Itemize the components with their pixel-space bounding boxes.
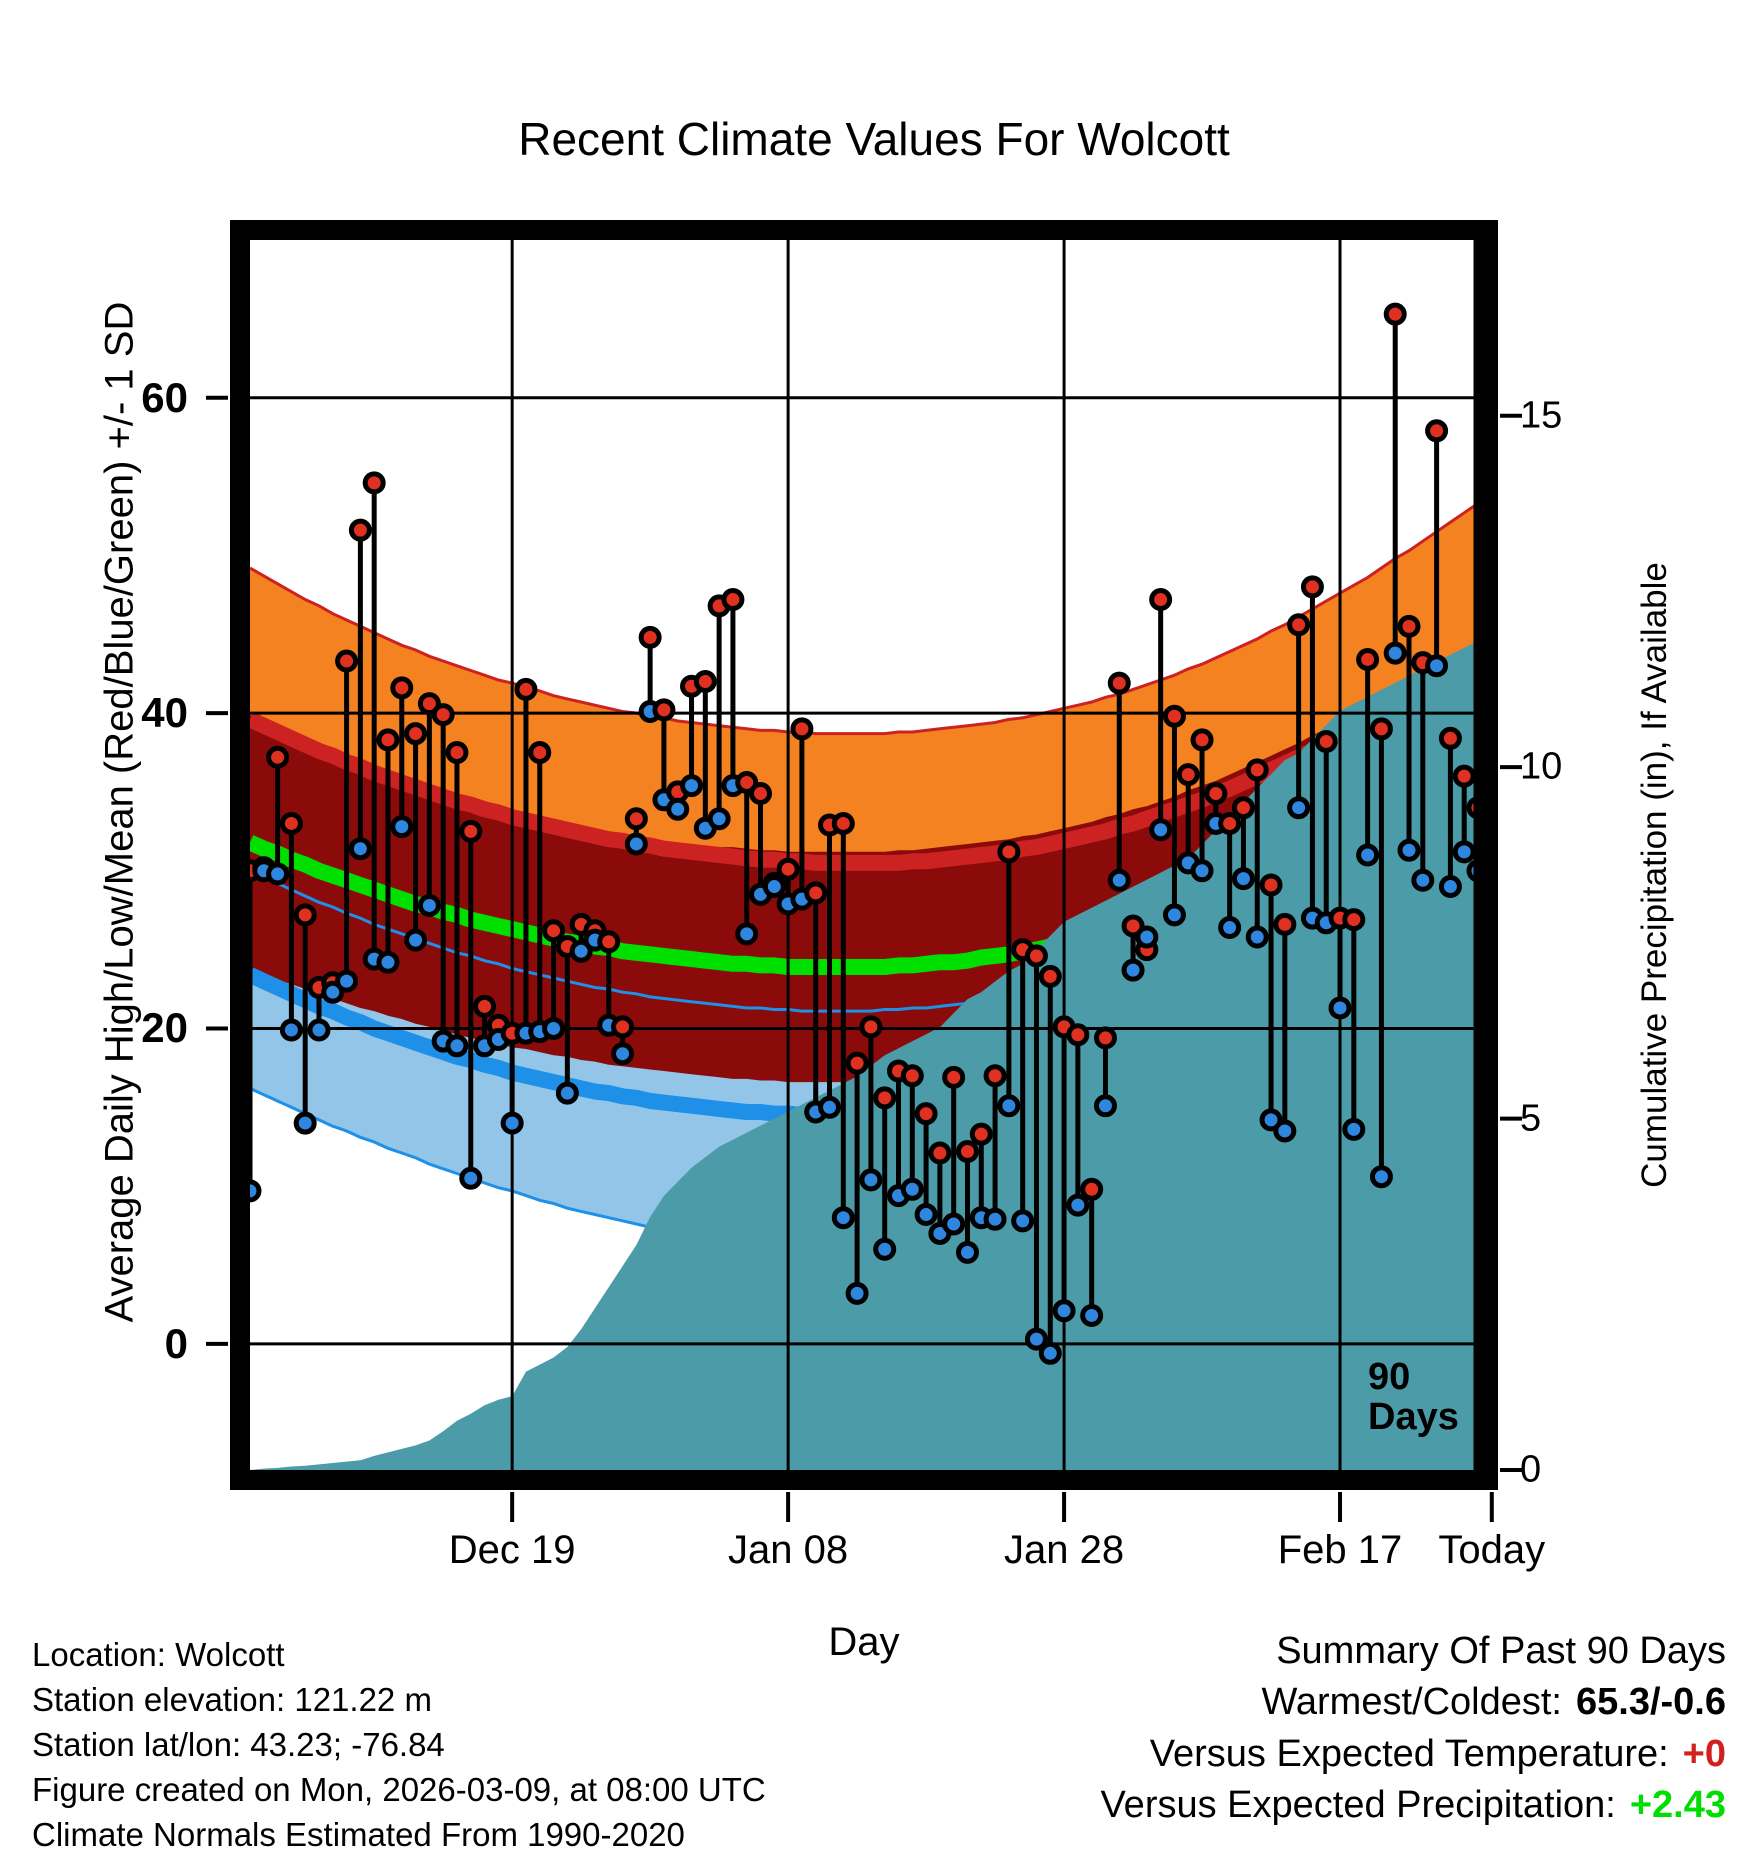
ninety-days-annotation: 90 Days: [1368, 1356, 1459, 1438]
y-axis-right-tick-0: 0: [1520, 1448, 1542, 1491]
summary-warmest-coldest: Warmest/Coldest: 65.3/-0.6: [1100, 1677, 1726, 1728]
x-axis-tick-jan-28: Jan 28: [1004, 1528, 1125, 1572]
y-axis-right-tick-15: 15: [1520, 394, 1563, 437]
page-title: Recent Climate Values For Wolcott: [518, 113, 1230, 165]
warmest-coldest-label: Warmest/Coldest:: [1261, 1681, 1562, 1724]
x-axis-tick-feb-17: Feb 17: [1277, 1528, 1403, 1572]
meta-location: Location: Wolcott: [32, 1636, 285, 1673]
days-annotation-line1: 90: [1368, 1356, 1411, 1398]
y-axis-left-tick-20: 20: [141, 1004, 188, 1052]
days-annotation-line2: Days: [1368, 1395, 1459, 1438]
versus-temperature-label: Versus Expected Temperature:: [1149, 1732, 1669, 1775]
meta-created: Figure created on Mon, 2026-03-09, at 08…: [32, 1770, 766, 1808]
station-metadata: Location: Wolcott Station elevation: 121…: [32, 1633, 766, 1857]
x-axis-title: Day: [828, 1620, 900, 1664]
meta-elevation: Station elevation: 121.22 m: [32, 1680, 432, 1718]
y-axis-left-tick-0: 0: [164, 1319, 188, 1367]
versus-precipitation-value: +2.43: [1629, 1784, 1726, 1827]
summary-panel: Summary Of Past 90 Days Warmest/Coldest:…: [1100, 1626, 1726, 1832]
warmest-coldest-value: 65.3/-0.6: [1576, 1681, 1726, 1724]
summary-heading: Summary Of Past 90 Days: [1276, 1630, 1726, 1672]
versus-precipitation-label: Versus Expected Precipitation:: [1100, 1784, 1616, 1827]
x-axis-tick-dec-19: Dec 19: [448, 1528, 576, 1572]
y-axis-left-tick-60: 60: [141, 373, 188, 421]
y-axis-left-tick-40: 40: [141, 689, 188, 737]
x-axis-tick-jan-08: Jan 08: [728, 1528, 849, 1572]
meta-latlon: Station lat/lon: 43.23; -76.84: [32, 1725, 445, 1763]
x-axis-tick-today: Today: [1438, 1528, 1546, 1572]
y-axis-right-tick-5: 5: [1520, 1097, 1542, 1140]
summary-versus-precipitation: Versus Expected Precipitation: +2.43: [1100, 1780, 1726, 1831]
summary-versus-temperature: Versus Expected Temperature: +0: [1100, 1729, 1726, 1780]
versus-temperature-value: +0: [1682, 1732, 1726, 1775]
y-axis-right-tick-10: 10: [1520, 745, 1563, 788]
meta-normals: Climate Normals Estimated From 1990-2020: [32, 1815, 685, 1853]
